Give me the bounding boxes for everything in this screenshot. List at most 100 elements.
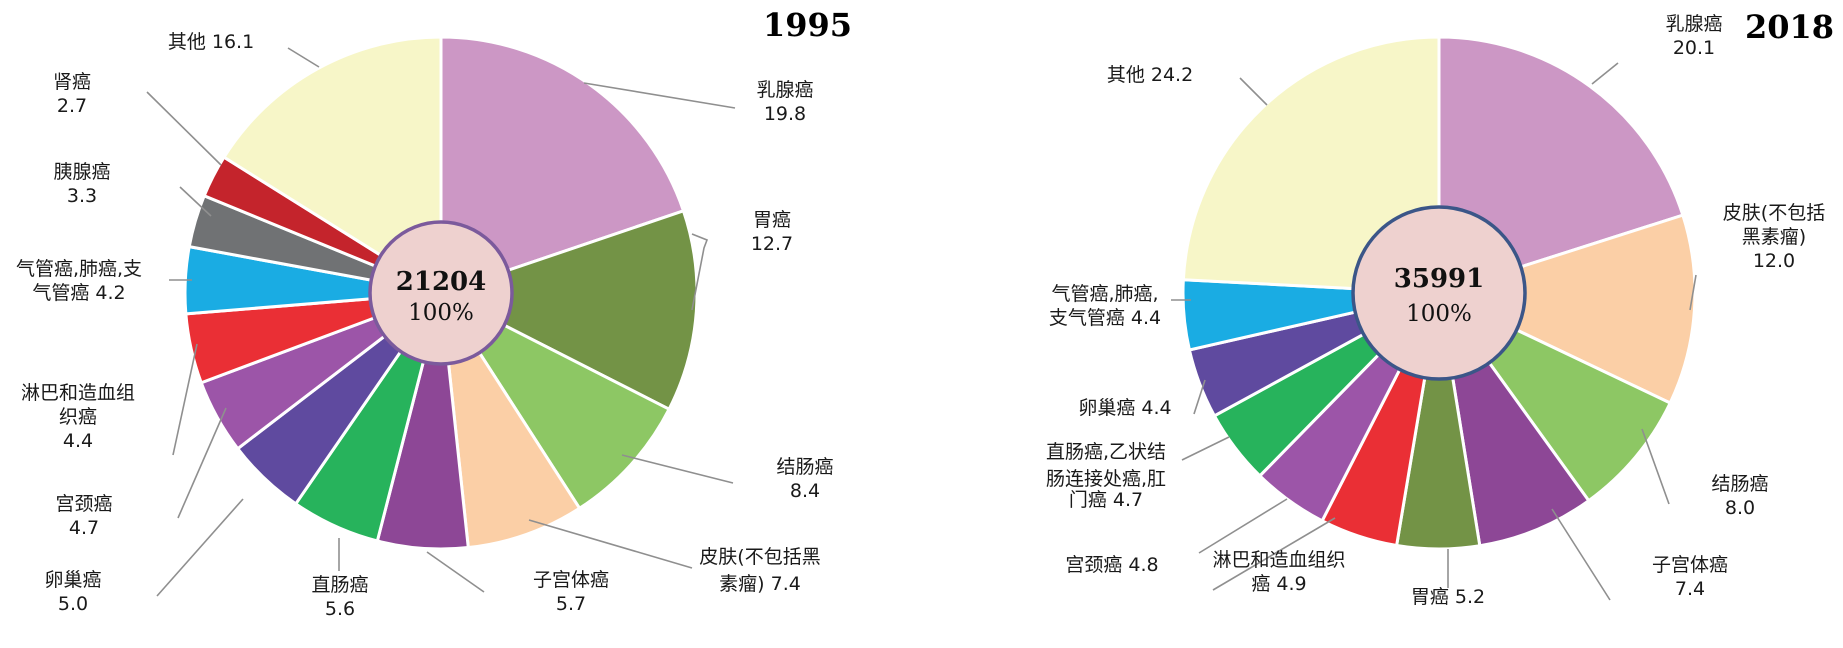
pie-slice-13 (221, 35, 443, 296)
leader-line-11 (179, 186, 212, 217)
slice-label-line: 胃癌 (753, 209, 791, 231)
chart-title-2018: 2018 (1745, 8, 1834, 46)
slice-label-line: 织癌 (59, 406, 97, 428)
leader-line-1 (1591, 62, 1619, 85)
slice-label-line: 5.0 (58, 593, 88, 615)
slice-label-line: 肠连接处癌,肛 (1046, 468, 1166, 490)
slice-label-line: 其他 16.1 (168, 31, 254, 53)
leader-line-13 (287, 47, 320, 68)
center-percent: 100% (408, 300, 474, 326)
slice-label-line: 2.7 (57, 95, 87, 117)
slice-label-line: 12.7 (751, 233, 793, 255)
slice-label-line: 宫颈癌 (55, 493, 112, 515)
leader-line-2 (691, 233, 709, 311)
leader-line-2 (1689, 274, 1697, 311)
leader-line-4 (528, 519, 693, 569)
slice-label-line: 支气管癌 4.4 (1049, 307, 1161, 329)
slice-label-line: 8.4 (790, 480, 820, 502)
leader-line-1 (583, 82, 736, 109)
leader-line-12 (146, 91, 222, 166)
center-percent: 100% (1406, 301, 1472, 327)
slice-label-line: 其他 24.2 (1107, 64, 1193, 86)
slice-label-line: 黑素瘤) (1742, 226, 1806, 248)
slice-label-line: 子宫体癌 (533, 569, 609, 591)
slice-label-line: 卵巢癌 4.4 (1078, 397, 1171, 419)
slice-label-line: 淋巴和造血组织 (1212, 549, 1345, 571)
slice-label-line: 7.4 (1675, 578, 1705, 600)
leader-line-3 (621, 454, 734, 484)
slice-label-line: 直肠癌,乙状结 (1046, 441, 1166, 463)
pie-slice-11 (1181, 35, 1441, 295)
slice-label-line: 淋巴和造血组 (21, 382, 135, 404)
slice-label-5: 胃癌 5.2 (1411, 586, 1485, 608)
slice-label-line: 宫颈癌 4.8 (1065, 554, 1158, 576)
slice-label-line: 4.7 (69, 517, 99, 539)
leader-line-3 (1641, 428, 1670, 505)
slice-label-line: 素瘤) 7.4 (719, 573, 801, 595)
slice-label-10: 气管癌,肺癌,支气管癌 4.4 (1049, 283, 1161, 329)
slice-label-line: 5.7 (556, 593, 586, 615)
slice-label-line: 子宫体癌 (1652, 554, 1728, 576)
chart-title-1995: 1995 (763, 6, 852, 44)
slice-label-line: 癌 4.9 (1251, 573, 1306, 595)
slice-label-line: 门癌 4.7 (1069, 489, 1143, 511)
slice-label-line: 结肠癌 (1711, 473, 1768, 495)
slice-label-line: 皮肤(不包括黑 (699, 546, 820, 568)
slice-label-line: 结肠癌 (776, 456, 833, 478)
pie-slice-1 (439, 35, 686, 296)
slice-label-line: 气管癌,肺癌, (1051, 283, 1158, 305)
leader-line-8 (177, 407, 227, 519)
leader-line-11 (1239, 77, 1268, 106)
center-circle (368, 220, 514, 366)
pie-slice-2 (437, 208, 699, 412)
slice-label-line: 3.3 (67, 185, 97, 207)
center-total: 21204 (396, 267, 486, 297)
slice-label-line: 气管癌,肺癌,支 (16, 258, 142, 280)
slice-label-line: 乳腺癌 (1665, 13, 1722, 35)
pie-slice-1 (1437, 35, 1685, 296)
center-circle (1351, 205, 1527, 381)
slice-label-line: 气管癌 4.2 (32, 282, 125, 304)
slice-label-13: 其他 16.1 (168, 31, 254, 53)
slice-label-line: 5.6 (325, 598, 355, 620)
slice-label-line: 直肠癌 (311, 574, 368, 596)
slice-label-line: 8.0 (1725, 497, 1755, 519)
slice-label-10: 气管癌,肺癌,支气管癌 4.2 (16, 258, 142, 304)
pie-slice-2 (1434, 213, 1697, 405)
center-total: 35991 (1394, 264, 1484, 294)
leader-line-7 (1198, 498, 1288, 554)
slice-label-line: 胃癌 5.2 (1411, 586, 1485, 608)
slice-label-line: 乳腺癌 (756, 79, 813, 101)
slice-label-12: 肾癌2.7 (53, 71, 91, 117)
leader-line-8 (1181, 436, 1230, 461)
slice-label-line: 4.4 (63, 430, 93, 452)
slice-label-line: 19.8 (764, 103, 806, 125)
leader-line-9 (1193, 379, 1206, 415)
leader-line-6 (1212, 517, 1336, 591)
slice-label-11: 其他 24.2 (1107, 64, 1193, 86)
slice-label-line: 20.1 (1673, 37, 1715, 59)
slice-label-7: 宫颈癌 4.8 (1065, 554, 1158, 576)
leader-line-5 (426, 551, 485, 593)
pie-slice-3 (436, 289, 672, 511)
leader-line-4 (1551, 508, 1611, 601)
leader-line-9 (172, 343, 198, 456)
